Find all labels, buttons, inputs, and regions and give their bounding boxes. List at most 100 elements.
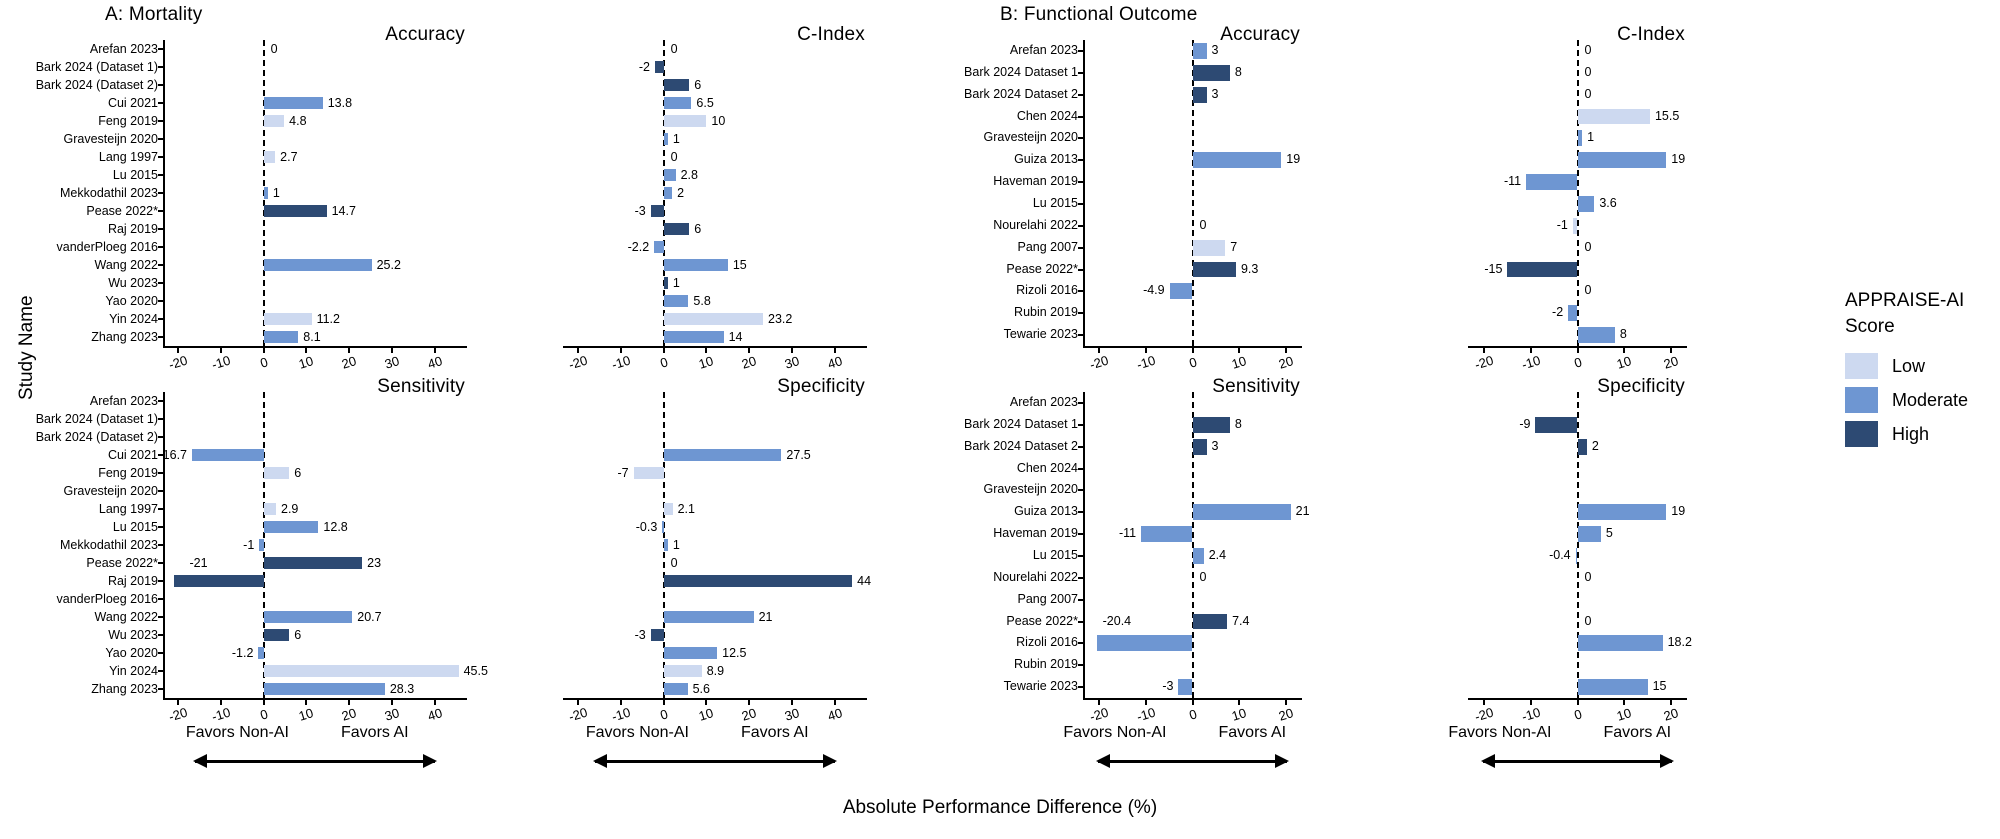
y-tick	[158, 688, 163, 690]
bar-value-label: 2	[677, 186, 685, 200]
x-axis	[163, 698, 467, 700]
study-label: Yin 2024	[109, 664, 158, 678]
y-tick	[158, 192, 163, 194]
subplot-title: C-Index	[1617, 24, 1685, 45]
bar	[1192, 438, 1207, 455]
study-label: Arefan 2023	[89, 42, 158, 56]
bar-value-label: 18.2	[1667, 635, 1692, 650]
bar	[663, 276, 668, 290]
x-tick	[1529, 346, 1532, 353]
bar	[1577, 152, 1667, 169]
y-tick	[158, 318, 163, 320]
x-tick	[1191, 698, 1194, 705]
favors-ai-label: Favors AI	[1603, 724, 1672, 741]
x-tick	[348, 346, 351, 353]
y-tick	[158, 472, 163, 474]
x-tick	[1238, 698, 1241, 705]
bar	[1192, 613, 1228, 630]
bar	[263, 556, 363, 570]
bar	[663, 96, 692, 110]
y-tick	[158, 436, 163, 438]
bar-value-label: 7.4	[1232, 613, 1250, 628]
bar-value-label: 0	[1584, 86, 1592, 101]
bar	[263, 258, 372, 272]
bar-value-label: -1.2	[231, 646, 254, 660]
bar-value-label: 3	[1211, 438, 1219, 453]
double-arrow-icon	[1095, 754, 1290, 768]
bar-value-label: 14	[728, 330, 743, 344]
bar	[1535, 416, 1578, 433]
study-label: Lu 2015	[1032, 196, 1078, 210]
y-tick	[158, 670, 163, 672]
y-tick	[1078, 620, 1083, 623]
x-axis	[563, 698, 867, 700]
y-axis	[163, 392, 165, 698]
study-label: Bark 2024 (Dataset 1)	[35, 412, 158, 426]
study-label: Bark 2024 Dataset 2	[964, 438, 1078, 453]
bar	[663, 312, 763, 326]
study-label: Cui 2021	[107, 448, 158, 462]
x-tick	[834, 346, 836, 353]
study-label: Gravesteijn 2020	[983, 130, 1078, 145]
y-tick	[158, 418, 163, 420]
bar-value-label: 2.9	[281, 502, 299, 516]
x-tick-label: 0	[1571, 706, 1584, 723]
bar-value-label: 3.6	[1599, 196, 1617, 210]
x-tick-label: 40	[425, 353, 445, 372]
bar-value-label: -9	[1519, 416, 1531, 431]
subplot-title: Specificity	[1597, 376, 1685, 397]
favors-ai-label: Favors AI	[741, 724, 809, 741]
study-label: Rubin 2019	[1014, 305, 1078, 320]
y-tick	[158, 210, 163, 212]
bar	[663, 574, 853, 588]
x-tick	[662, 346, 665, 353]
x-tick	[434, 698, 436, 705]
subplot-title: C-Index	[797, 24, 865, 45]
x-tick-label: 40	[825, 705, 845, 724]
study-label: Lu 2015	[112, 520, 158, 534]
bar	[1568, 305, 1578, 322]
x-tick-label: -10	[1519, 352, 1542, 373]
bar	[1192, 43, 1207, 59]
study-label: Yao 2020	[105, 294, 158, 308]
y-tick	[1078, 224, 1083, 227]
bar-value-label: 1	[672, 276, 680, 290]
y-tick	[158, 526, 163, 528]
bar	[1577, 196, 1595, 212]
y-tick	[158, 264, 163, 266]
study-label: Pease 2022*	[1006, 613, 1078, 628]
bar-value-label: 21	[758, 610, 773, 624]
y-tick	[158, 66, 163, 68]
x-tick	[1576, 346, 1579, 353]
study-label: Gravesteijn 2020	[63, 132, 158, 146]
y-tick	[1078, 268, 1083, 271]
bar	[263, 330, 299, 344]
bar	[1577, 635, 1663, 652]
bar-value-label: -2.2	[627, 240, 650, 254]
bar-value-label: 5	[1605, 526, 1613, 541]
y-tick	[1078, 137, 1083, 140]
bar	[663, 132, 668, 146]
study-label: Wu 2023	[108, 276, 158, 290]
bar-value-label: 0	[1584, 283, 1592, 298]
bar	[662, 520, 664, 534]
bar-value-label: 0	[670, 42, 678, 56]
x-tick-label: 0	[1186, 354, 1199, 371]
study-label: Pang 2007	[1017, 239, 1078, 254]
x-tick	[262, 346, 265, 353]
bar-value-label: 7	[1230, 239, 1238, 254]
x-tick	[1098, 346, 1101, 353]
x-tick	[1483, 346, 1486, 353]
y-tick	[158, 580, 163, 582]
x-tick	[434, 346, 436, 353]
bar-value-label: 45.5	[463, 664, 488, 678]
bar-value-label: 2.7	[280, 150, 298, 164]
study-label: Mekkodathil 2023	[60, 186, 158, 200]
double-arrow-icon	[193, 754, 437, 768]
study-label: Haveman 2019	[993, 174, 1078, 189]
bar	[1577, 108, 1650, 125]
y-tick	[158, 102, 163, 104]
y-axis	[1083, 392, 1085, 698]
study-label: Bark 2024 (Dataset 2)	[35, 430, 158, 444]
bar	[1572, 217, 1578, 234]
